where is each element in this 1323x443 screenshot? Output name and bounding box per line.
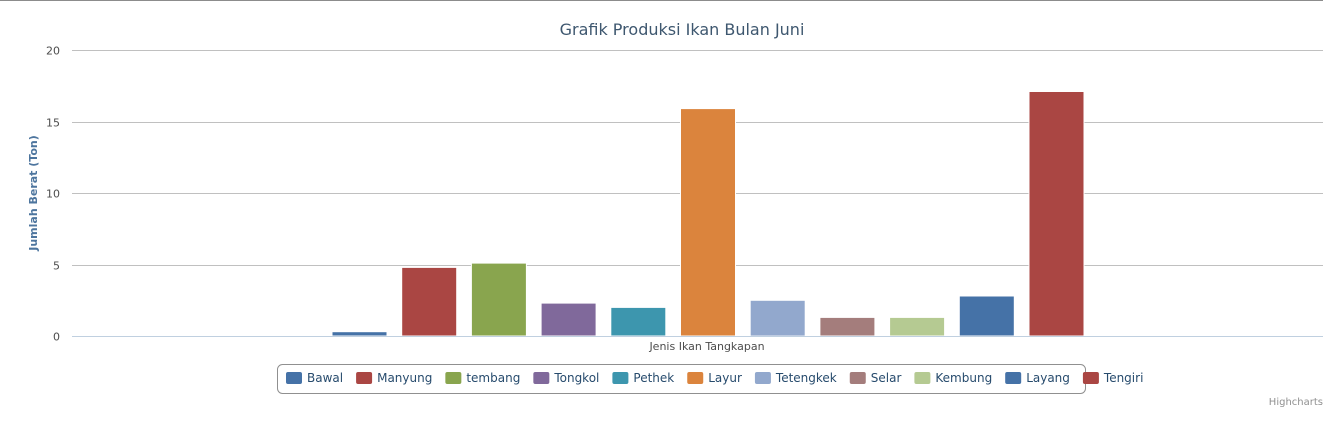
bar-selar[interactable] bbox=[819, 316, 876, 337]
legend-swatch-tengiri[interactable] bbox=[1082, 372, 1099, 384]
y-tick-label: 5 bbox=[53, 260, 60, 273]
bar-layang[interactable] bbox=[958, 295, 1015, 337]
bar-pethek[interactable] bbox=[610, 306, 667, 337]
legend-swatch-tongkol[interactable] bbox=[533, 372, 550, 384]
bar-tongkol[interactable] bbox=[540, 302, 597, 337]
x-axis-label: Jenis Ikan Tangkapan bbox=[648, 340, 764, 353]
legend-item-bawal[interactable]: Bawal bbox=[307, 371, 343, 385]
legend-item-manyung[interactable]: Manyung bbox=[377, 371, 432, 385]
bar-bawal[interactable] bbox=[331, 331, 388, 337]
legend-item-selar[interactable]: Selar bbox=[871, 371, 902, 385]
bar-tengiri[interactable] bbox=[1028, 91, 1085, 337]
legend-swatch-kembung[interactable] bbox=[914, 372, 931, 384]
legend-item-layur[interactable]: Layur bbox=[708, 371, 742, 385]
bars bbox=[331, 91, 1085, 337]
legend-swatch-tetengkek[interactable] bbox=[754, 372, 771, 384]
top-border bbox=[0, 0, 1323, 1]
credits-link[interactable]: Highcharts bbox=[1269, 397, 1323, 408]
bar-layur[interactable] bbox=[680, 108, 736, 337]
legend-swatch-layang[interactable] bbox=[1005, 372, 1022, 384]
y-axis-ticks: 0 5 10 15 20 bbox=[46, 45, 60, 344]
legend-item-kembung[interactable]: Kembung bbox=[935, 371, 992, 385]
legend-item-pethek[interactable]: Pethek bbox=[633, 371, 674, 385]
bar-tetengkek[interactable] bbox=[749, 299, 806, 337]
legend-item-tembang[interactable]: tembang bbox=[466, 371, 520, 385]
legend-swatch-tembang[interactable] bbox=[445, 372, 462, 384]
bar-tembang[interactable] bbox=[470, 262, 527, 337]
chart-title: Grafik Produksi Ikan Bulan Juni bbox=[560, 20, 805, 39]
legend-item-tetengkek[interactable]: Tetengkek bbox=[775, 371, 837, 385]
y-tick-label: 20 bbox=[46, 45, 60, 58]
legend-swatch-bawal[interactable] bbox=[286, 372, 302, 384]
legend-swatch-pethek[interactable] bbox=[612, 372, 629, 384]
legend-item-tengiri[interactable]: Tengiri bbox=[1103, 371, 1144, 385]
y-tick-label: 0 bbox=[53, 331, 60, 344]
legend-item-tongkol[interactable]: Tongkol bbox=[553, 371, 599, 385]
legend-swatch-selar[interactable] bbox=[849, 372, 866, 384]
legend-item-layang[interactable]: Layang bbox=[1026, 371, 1070, 385]
y-tick-label: 10 bbox=[46, 188, 60, 201]
legend-swatch-layur[interactable] bbox=[687, 372, 704, 384]
legend: Bawal Manyung tembang Tongkol Pethek Layur Tet… bbox=[286, 371, 1143, 385]
bar-manyung[interactable] bbox=[401, 266, 458, 337]
legend-swatch-manyung[interactable] bbox=[356, 372, 373, 384]
bar-kembung[interactable] bbox=[889, 316, 946, 337]
y-tick-label: 15 bbox=[46, 117, 60, 130]
y-axis-label: Jumlah Berat (Ton) bbox=[27, 135, 40, 252]
